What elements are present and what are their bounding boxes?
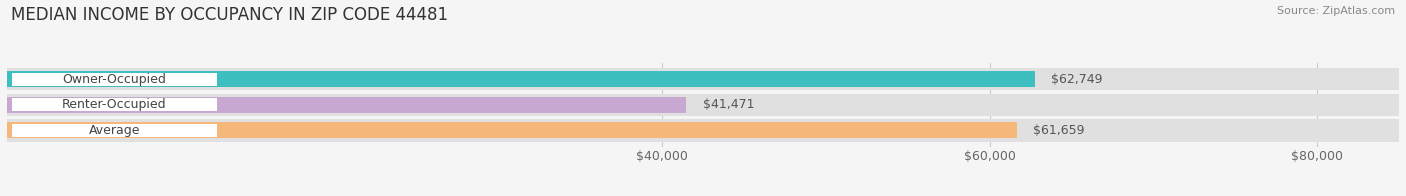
Text: Owner-Occupied: Owner-Occupied	[62, 73, 166, 86]
Bar	[7, 71, 1035, 87]
Text: $61,659: $61,659	[1033, 124, 1084, 137]
Text: Renter-Occupied: Renter-Occupied	[62, 98, 166, 111]
Bar	[7, 122, 1017, 138]
Bar	[7, 68, 1399, 90]
Text: $62,749: $62,749	[1050, 73, 1102, 86]
Bar	[7, 119, 1399, 142]
Text: Source: ZipAtlas.com: Source: ZipAtlas.com	[1277, 6, 1395, 16]
Text: $41,471: $41,471	[703, 98, 754, 111]
Text: MEDIAN INCOME BY OCCUPANCY IN ZIP CODE 44481: MEDIAN INCOME BY OCCUPANCY IN ZIP CODE 4…	[11, 6, 449, 24]
Bar	[7, 97, 686, 113]
Bar	[7, 94, 1399, 116]
Bar	[11, 98, 217, 111]
Text: Average: Average	[89, 124, 141, 137]
Bar	[11, 73, 217, 86]
Bar	[11, 124, 217, 137]
